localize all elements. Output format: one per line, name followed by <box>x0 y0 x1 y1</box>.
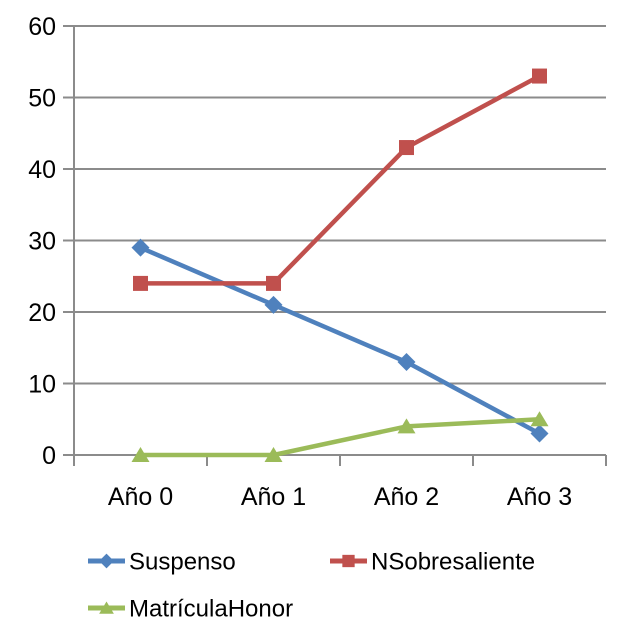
y-tick-label: 30 <box>28 227 56 255</box>
series-marker-matriculahonor <box>397 418 416 434</box>
series-marker-suspenso <box>397 353 416 372</box>
series-line-suspenso <box>138 245 542 436</box>
series-marker-suspenso <box>530 424 549 443</box>
legend-marker-suspenso <box>99 553 114 569</box>
legend-label-nsobresaliente: NSobresaliente <box>371 548 535 575</box>
series-marker-matriculahonor <box>530 411 549 427</box>
series-marker-nsobresaliente <box>399 140 414 156</box>
series-marker-nsobresaliente <box>266 275 281 291</box>
y-tick-label: 60 <box>28 13 56 41</box>
series-marker-matriculahonor <box>131 447 150 462</box>
series-marker-nsobresaliente <box>532 68 547 84</box>
legend-label-matriculahonor: MatrículaHonor <box>129 595 293 622</box>
y-tick-label: 40 <box>28 156 56 184</box>
x-tick-label: Año 0 <box>108 483 173 511</box>
y-tick-label: 10 <box>28 370 56 398</box>
series-marker-suspenso <box>131 238 150 257</box>
x-tick-label: Año 3 <box>507 483 572 511</box>
x-tick-label: Año 1 <box>241 483 306 511</box>
y-tick-label: 0 <box>42 442 56 470</box>
y-tick-label: 20 <box>28 299 56 327</box>
series-line-matriculahonor <box>138 417 542 458</box>
series-marker-nsobresaliente <box>133 275 148 291</box>
series-line-nsobresaliente <box>138 73 542 286</box>
series-marker-suspenso <box>264 295 283 314</box>
legend-label-suspenso: Suspenso <box>129 548 236 575</box>
legend-marker-nsobresaliente <box>342 554 355 568</box>
legend-marker-matriculahonor <box>99 601 114 614</box>
series-marker-matriculahonor <box>264 447 283 462</box>
x-tick-label: Año 2 <box>374 483 439 511</box>
y-tick-label: 50 <box>28 84 56 112</box>
